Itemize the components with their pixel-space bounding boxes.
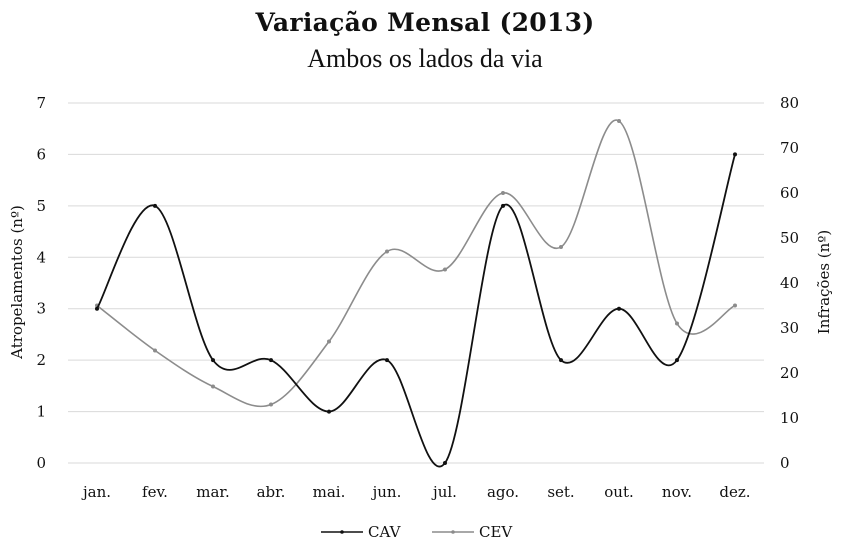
left-tick-label: 2 [36,351,46,369]
data-point-cav [617,306,621,311]
x-tick-label: abr. [257,483,286,501]
right-tick-label: 60 [780,184,799,202]
series-layer [95,119,737,468]
series-cev [95,119,737,408]
x-axis-ticks: jan. fev. mar. abr. mai. jun. jul. ago. set. out.… [81,483,751,501]
data-point-cev [443,267,447,272]
x-tick-label: dez. [719,483,750,501]
right-tick-label: 40 [780,274,799,292]
data-point-cev [327,339,331,344]
right-axis-label: Infrações (nº) [815,230,833,334]
data-point-cev [385,249,389,254]
left-tick-label: 6 [36,145,46,163]
data-point-cav [269,358,273,363]
x-tick-label: jan. [81,483,111,501]
right-axis-ticks: 0 10 20 30 40 50 60 70 80 [780,94,799,472]
data-point-cev [675,321,679,326]
x-tick-label: jun. [371,483,402,501]
x-tick-label: nov. [662,483,692,501]
left-tick-label: 0 [36,454,46,472]
data-point-cev [211,384,215,389]
left-axis-ticks: 0 1 2 3 4 5 6 7 [36,94,46,472]
x-tick-label: ago. [487,483,519,501]
x-tick-label: out. [604,483,634,501]
data-point-cav [559,358,563,363]
data-point-cav [153,203,157,208]
legend-label-cav: CAV [368,523,402,541]
right-tick-label: 20 [780,364,799,382]
right-tick-label: 80 [780,94,799,112]
chart-subtitle: Ambos os lados da via [307,44,543,73]
legend-marker-cev [451,530,455,534]
right-tick-label: 30 [780,319,799,337]
right-tick-label: 10 [780,409,799,427]
data-point-cav [327,409,331,414]
right-tick-label: 50 [780,229,799,247]
right-tick-label: 0 [780,454,790,472]
left-tick-label: 1 [36,403,46,421]
legend-item-cav: CAV [321,523,402,541]
data-point-cav [501,203,505,208]
x-tick-label: mai. [313,483,346,501]
x-tick-label: jul. [431,483,457,501]
x-tick-label: set. [547,483,574,501]
data-point-cev [733,303,737,308]
legend-label-cev: CEV [479,523,513,541]
legend-marker-cav [340,530,344,534]
data-point-cav [733,152,737,157]
data-point-cav [211,358,215,363]
data-point-cev [617,119,621,123]
data-point-cav [443,461,447,465]
series-cav [95,152,737,468]
left-tick-label: 5 [36,197,46,215]
left-axis-label: Atropelamentos (nº) [8,205,26,360]
gridlines [68,102,764,464]
left-tick-label: 7 [36,94,46,112]
series-line-cev [96,119,736,408]
series-line-cav [96,154,736,468]
data-point-cav [95,306,99,311]
x-tick-label: mar. [196,483,229,501]
x-tick-label: fev. [142,483,168,501]
chart-title: Variação Mensal (2013) [255,8,595,37]
left-tick-label: 4 [36,248,46,266]
data-point-cev [501,191,505,195]
legend-item-cev: CEV [432,523,513,541]
right-tick-label: 70 [780,139,799,157]
data-point-cev [559,245,563,249]
left-tick-label: 3 [36,300,46,318]
data-point-cev [269,402,273,407]
data-point-cav [675,358,679,363]
data-point-cev [153,348,157,353]
legend: CAV CEV [321,523,513,541]
data-point-cav [385,358,389,363]
